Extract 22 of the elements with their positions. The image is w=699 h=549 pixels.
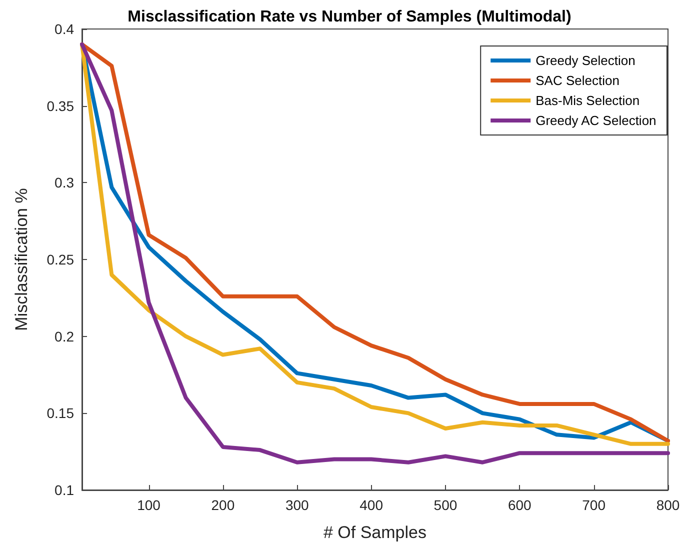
legend-label: Greedy Selection: [536, 53, 636, 68]
y-tick-label: 0.2: [54, 328, 74, 344]
y-axis-title: Misclassification %: [12, 188, 31, 331]
y-tick-label: 0.35: [46, 98, 74, 114]
x-axis-title: # Of Samples: [324, 523, 426, 542]
x-tick-label: 600: [508, 497, 532, 513]
x-tick-label: 700: [582, 497, 606, 513]
x-tick-label: 100: [137, 497, 161, 513]
y-tick-label: 0.4: [54, 21, 74, 37]
chart-title: Misclassification Rate vs Number of Samples (Multimodal): [128, 8, 572, 26]
x-tick-label: 500: [434, 497, 458, 513]
y-tick-label: 0.1: [54, 482, 74, 498]
x-tick-label: 300: [285, 497, 310, 513]
x-tick-label: 400: [360, 497, 384, 513]
y-tick-label: 0.25: [46, 252, 74, 268]
legend-label: Greedy AC Selection: [536, 113, 656, 128]
x-tick-label: 200: [211, 497, 235, 513]
x-tick-label: 800: [656, 497, 680, 513]
legend-label: SAC Selection: [536, 73, 620, 88]
y-tick-label: 0.15: [46, 405, 74, 422]
legend-label: Bas-Mis Selection: [536, 93, 640, 108]
y-tick-label: 0.3: [54, 174, 74, 191]
